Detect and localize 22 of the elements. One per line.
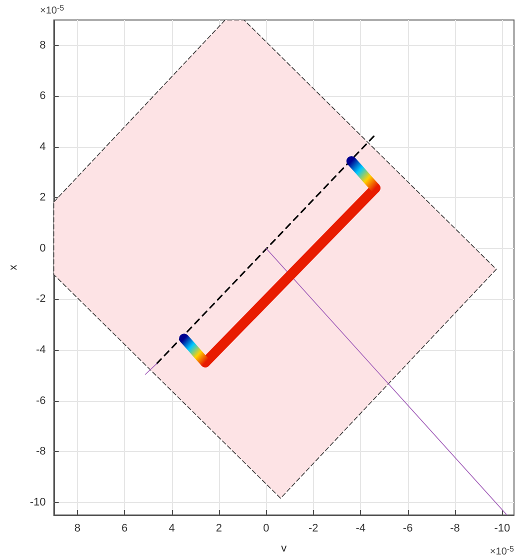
x-tick-label: 0 — [263, 522, 270, 534]
y-tick-label: -6 — [36, 394, 46, 407]
x-tick-label: 4 — [168, 522, 175, 534]
y-axis-title: x — [8, 264, 20, 270]
x-tick-label: 2 — [216, 522, 222, 534]
x-axis-title: v — [281, 542, 288, 554]
x-tick-label: -2 — [308, 522, 318, 534]
y-tick-label: -4 — [36, 344, 46, 356]
y-tick-label: -10 — [30, 496, 46, 508]
y-tick-label: 0 — [40, 242, 46, 254]
x-tick-label: -8 — [450, 522, 460, 534]
y-tick-label: 6 — [40, 90, 46, 102]
x-tick-label: -6 — [402, 522, 413, 534]
y-tick-label: -8 — [36, 446, 46, 458]
x-tick-label: 8 — [74, 522, 80, 534]
y-tick-label: -2 — [36, 293, 46, 306]
x-tick-label: 6 — [122, 522, 128, 534]
y-tick-label: 8 — [40, 39, 46, 52]
y-tick-label: 4 — [40, 140, 46, 153]
x-tick-label: -10 — [494, 522, 510, 534]
x-tick-label: -4 — [356, 522, 366, 534]
y-tick-label: 2 — [40, 192, 46, 204]
